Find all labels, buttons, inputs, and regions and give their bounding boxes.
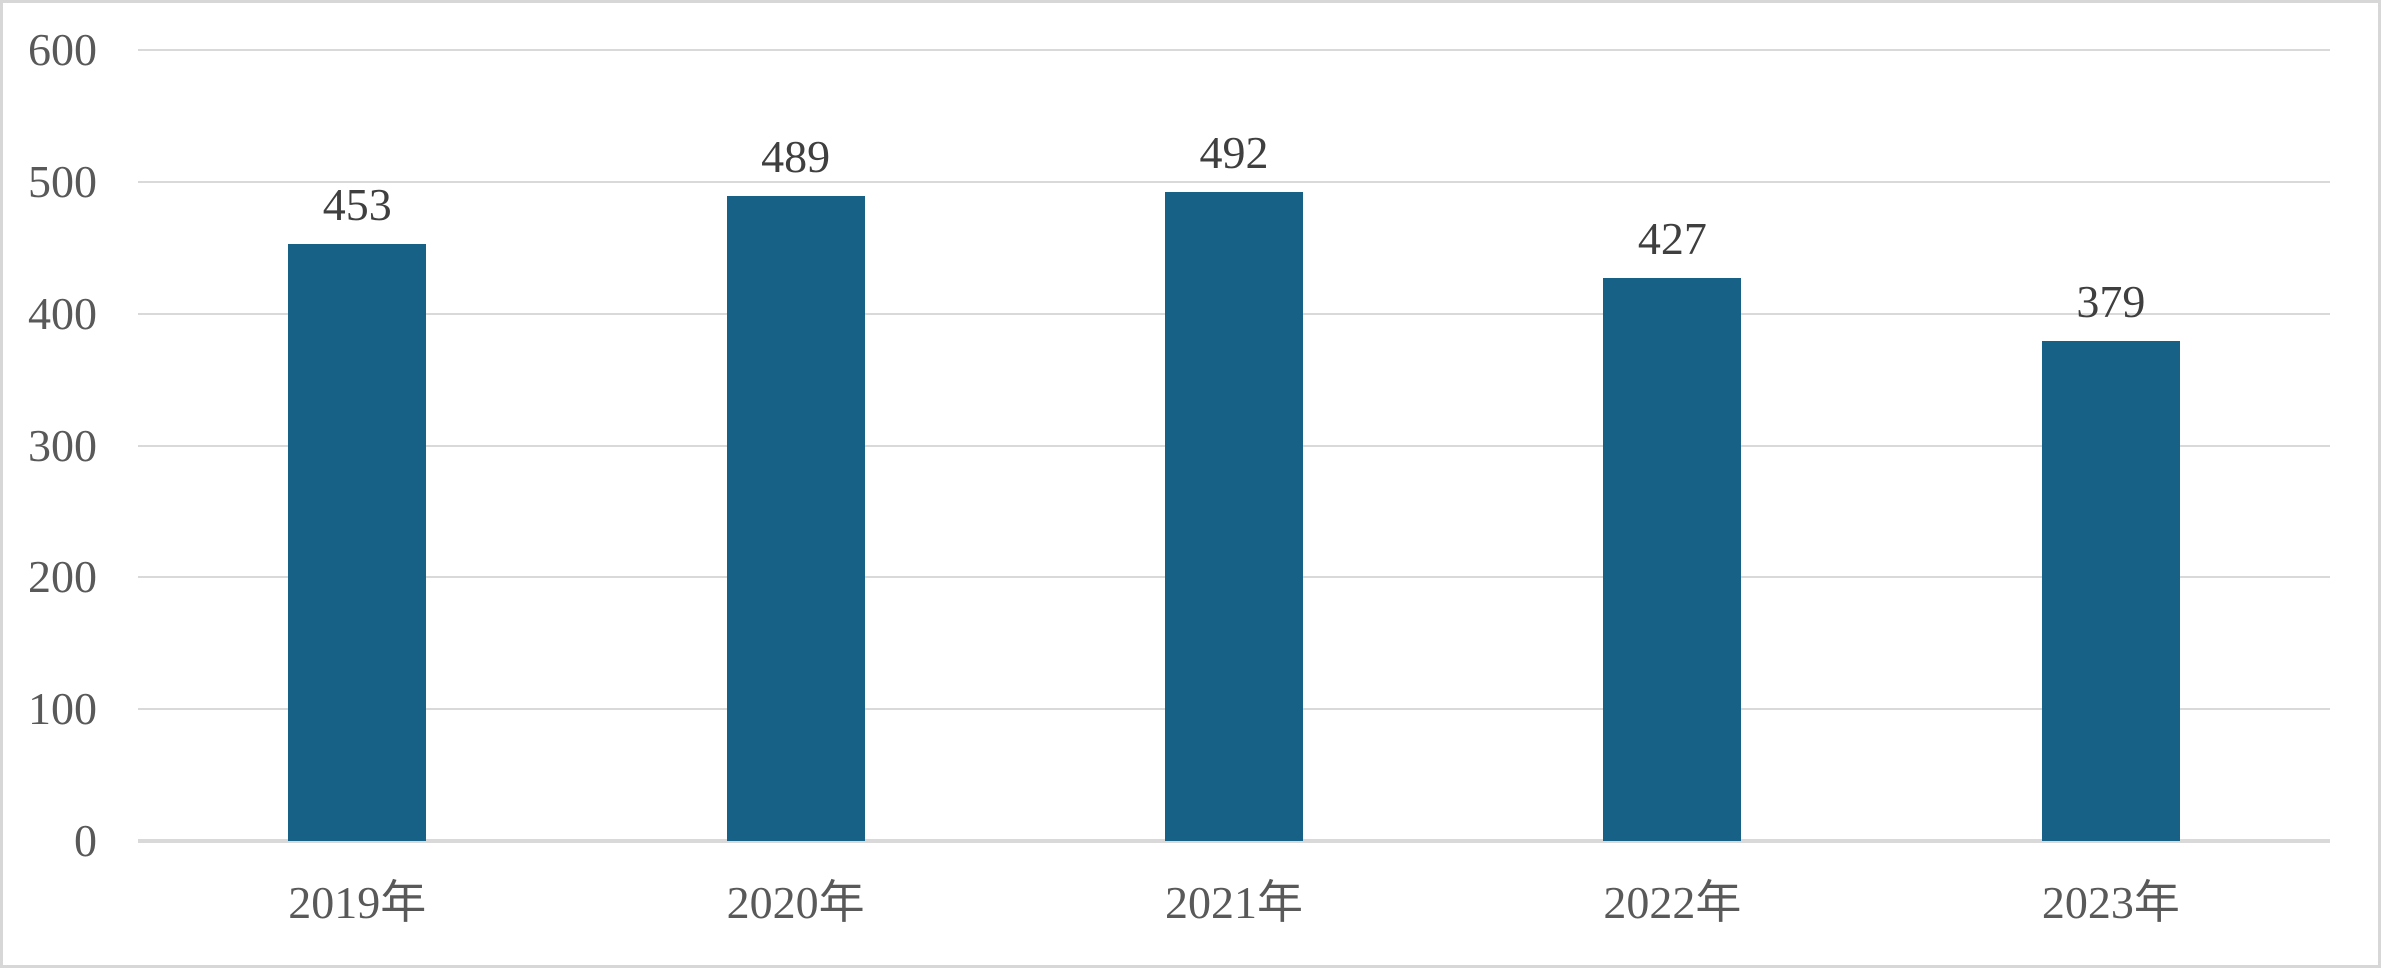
bar-slot: 492 [1015,50,1453,841]
bar [1165,192,1304,841]
bar-value-label: 489 [761,131,831,183]
y-tick-label: 300 [28,419,97,471]
y-tick-label: 200 [28,551,97,603]
y-tick-label: 400 [28,287,97,339]
bar [1603,278,1742,841]
bar [726,196,865,841]
gridline [138,180,2330,183]
bar-slot: 427 [1453,50,1891,841]
x-tick-label: 2021年 [1165,877,1304,928]
bar-slot: 453 [138,50,576,841]
x-axis-tick-labels: 2019年 2020年 2021年 2022年 2023年 [138,875,2330,930]
gridline [138,49,2330,51]
bar [288,243,427,841]
plot-area: 453 489 492 427 379 [138,49,2330,843]
x-tick-label: 2023年 [2041,877,2180,928]
bar-value-label: 379 [2076,276,2146,328]
x-tick-label: 2020年 [726,877,865,928]
bar-slot: 489 [576,50,1014,841]
bar-value-label: 492 [1199,127,1269,179]
bar-slot: 379 [1892,50,2330,841]
y-tick-label: 100 [28,683,97,735]
bar-value-label: 427 [1637,213,1707,265]
bars-row: 453 489 492 427 379 [138,50,2330,841]
x-axis-line [138,839,2330,843]
y-tick-label: 500 [28,155,97,207]
y-tick-label: 600 [28,24,97,75]
y-tick-label: 0 [74,815,97,866]
x-tick-label: 2022年 [1603,877,1742,928]
bar-value-label: 453 [322,178,392,230]
bar [2041,341,2180,841]
x-tick-label: 2019年 [288,877,427,928]
